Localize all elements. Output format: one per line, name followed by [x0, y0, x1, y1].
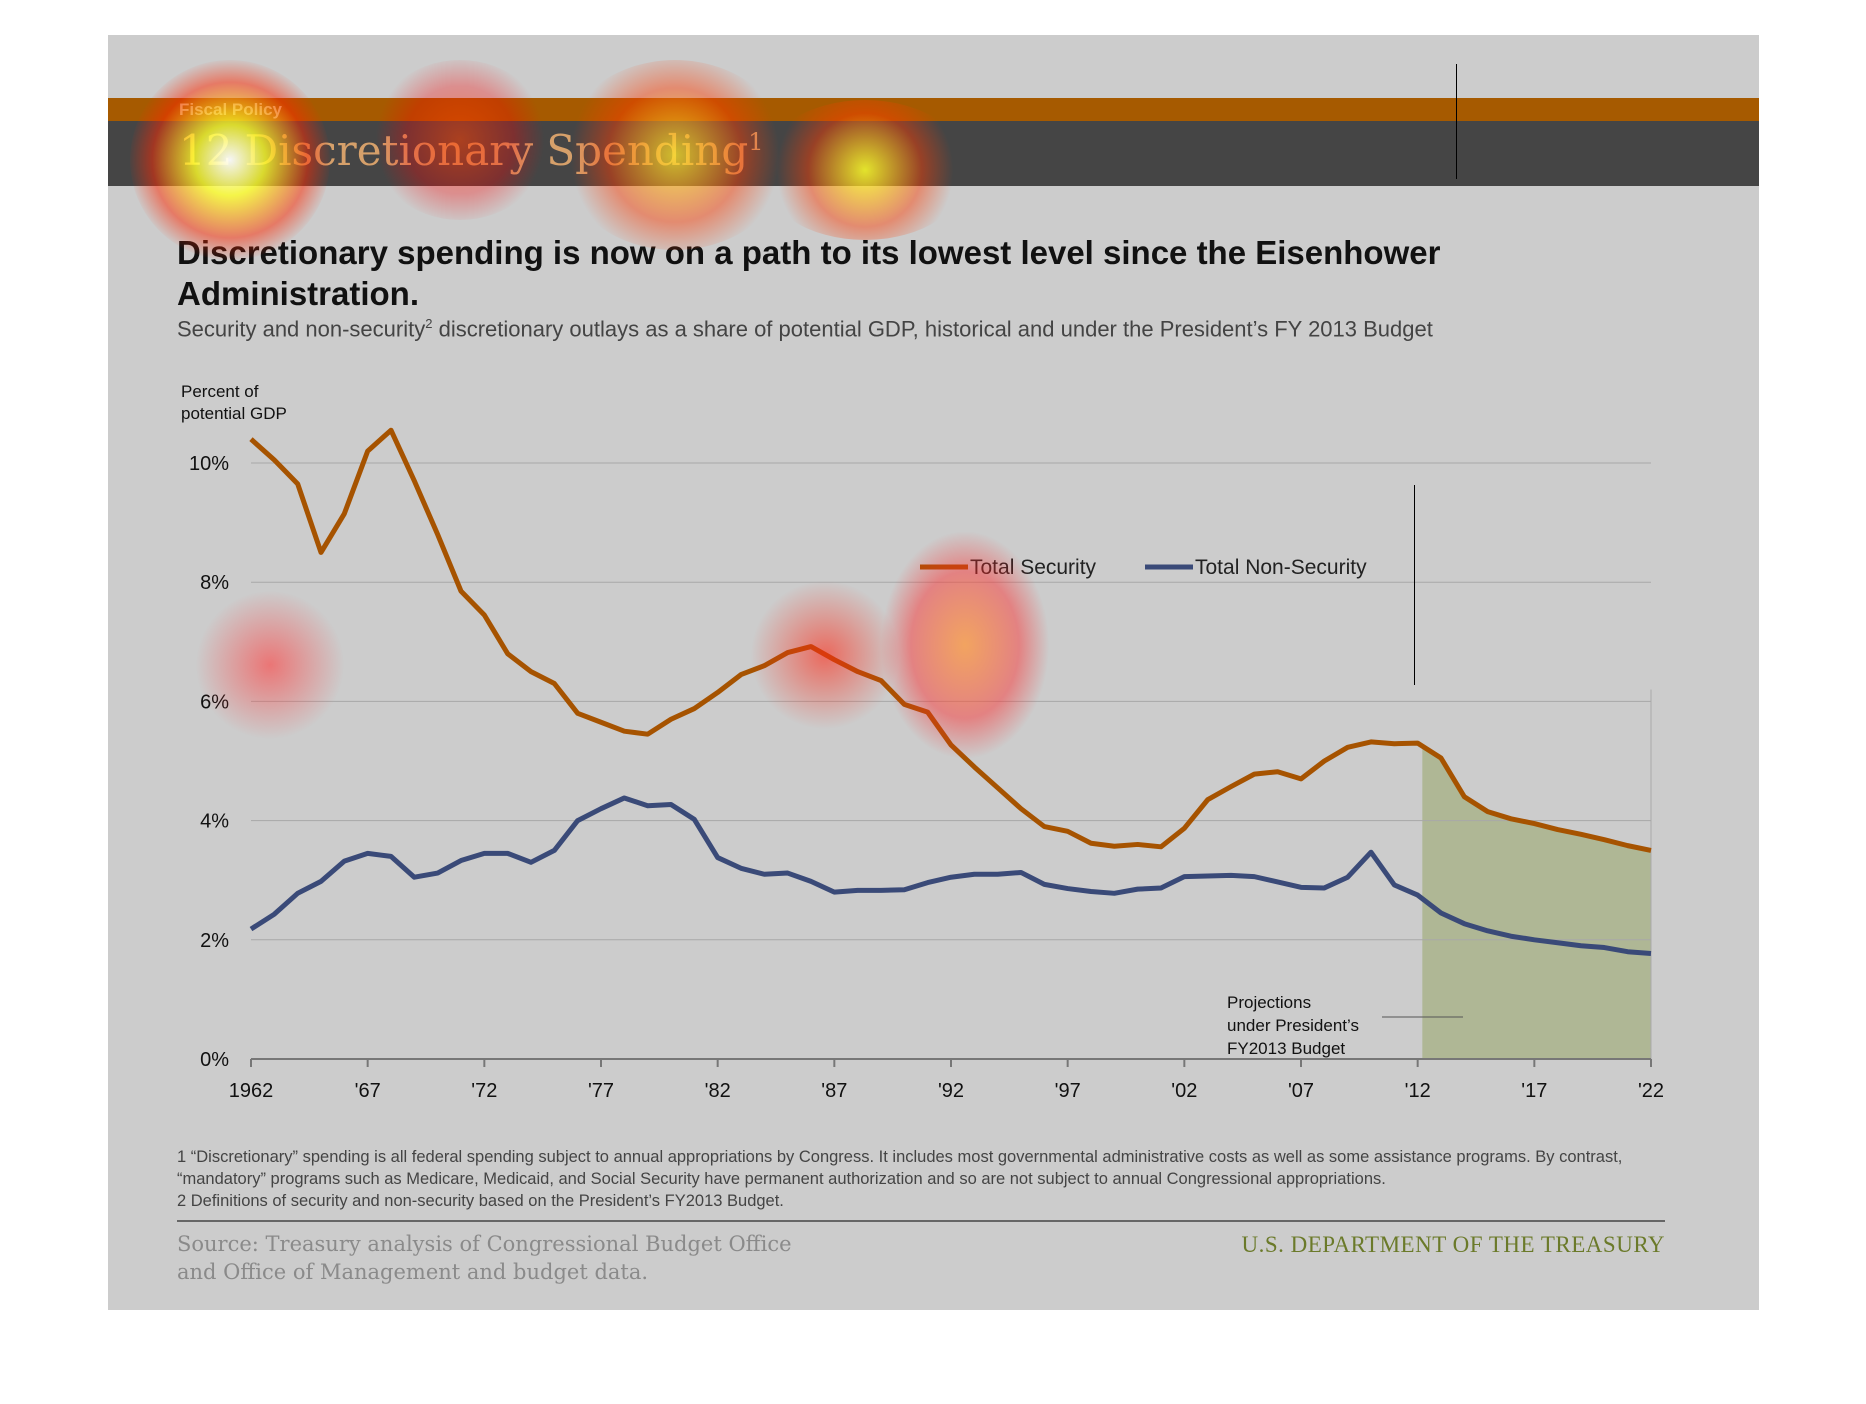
subtitle-footnote-mark: 2 — [425, 316, 433, 331]
x-tick-label: '97 — [1055, 1080, 1081, 1102]
projection-label: Projections — [1227, 993, 1311, 1012]
y-tick-label: 4% — [200, 811, 229, 833]
y-tick-label: 8% — [200, 572, 229, 594]
projection-label: FY2013 Budget — [1227, 1039, 1345, 1058]
x-tick-label: '17 — [1521, 1080, 1547, 1102]
x-tick-label: '72 — [471, 1080, 497, 1102]
y-tick-label: 0% — [200, 1049, 229, 1071]
annotation-line — [1456, 64, 1457, 179]
y-axis-label-line1: Percent of — [181, 382, 259, 401]
y-tick-label: 6% — [200, 691, 229, 713]
legend-label: Total Non-Security — [1195, 556, 1367, 579]
projection-shading — [1422, 746, 1651, 1059]
x-tick-label: 1962 — [229, 1080, 274, 1102]
x-tick-label: '02 — [1171, 1080, 1197, 1102]
x-tick-label: '07 — [1288, 1080, 1314, 1102]
source-note: Source: Treasury analysis of Congression… — [177, 1230, 792, 1286]
source-line-2: and Office of Management and budget data… — [177, 1260, 649, 1284]
x-tick-label: '77 — [588, 1080, 614, 1102]
y-axis-label-line2: potential GDP — [181, 404, 287, 423]
x-tick-label: '82 — [705, 1080, 731, 1102]
x-tick-label: '92 — [938, 1080, 964, 1102]
y-axis-label: Percent of potential GDP — [181, 381, 287, 425]
x-tick-label: '22 — [1638, 1080, 1664, 1102]
x-tick-label: '87 — [821, 1080, 847, 1102]
annotation-line — [1414, 485, 1415, 685]
subtitle-text: Security and non-security — [177, 316, 426, 342]
footer-divider — [177, 1220, 1665, 1222]
footnotes: 1 “Discretionary” spending is all federa… — [177, 1146, 1667, 1212]
source-line-1: Source: Treasury analysis of Congression… — [177, 1232, 792, 1256]
subtitle-text-rest: discretionary outlays as a share of pote… — [432, 316, 1433, 342]
x-tick-label: '67 — [355, 1080, 381, 1102]
y-tick-label: 10% — [189, 453, 229, 475]
chart-subtitle: Security and non-security2 discretionary… — [177, 316, 1433, 342]
headline: Discretionary spending is now on a path … — [177, 234, 1441, 312]
footnote-1: 1 “Discretionary” spending is all federa… — [177, 1148, 1623, 1188]
agency-logo-text: U.S. DEPARTMENT OF THE TREASURY — [1241, 1232, 1665, 1257]
legend-label: Total Security — [970, 556, 1097, 579]
non-security-line — [249, 795, 1652, 957]
projection-label: under President’s — [1227, 1016, 1359, 1035]
footnote-2: 2 Definitions of security and non-securi… — [177, 1192, 784, 1210]
x-tick-label: '12 — [1405, 1080, 1431, 1102]
y-tick-label: 2% — [200, 930, 229, 952]
